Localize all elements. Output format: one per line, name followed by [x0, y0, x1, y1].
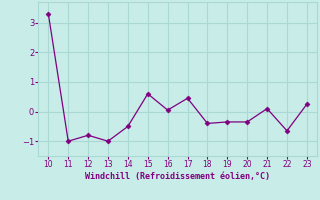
X-axis label: Windchill (Refroidissement éolien,°C): Windchill (Refroidissement éolien,°C) [85, 172, 270, 181]
